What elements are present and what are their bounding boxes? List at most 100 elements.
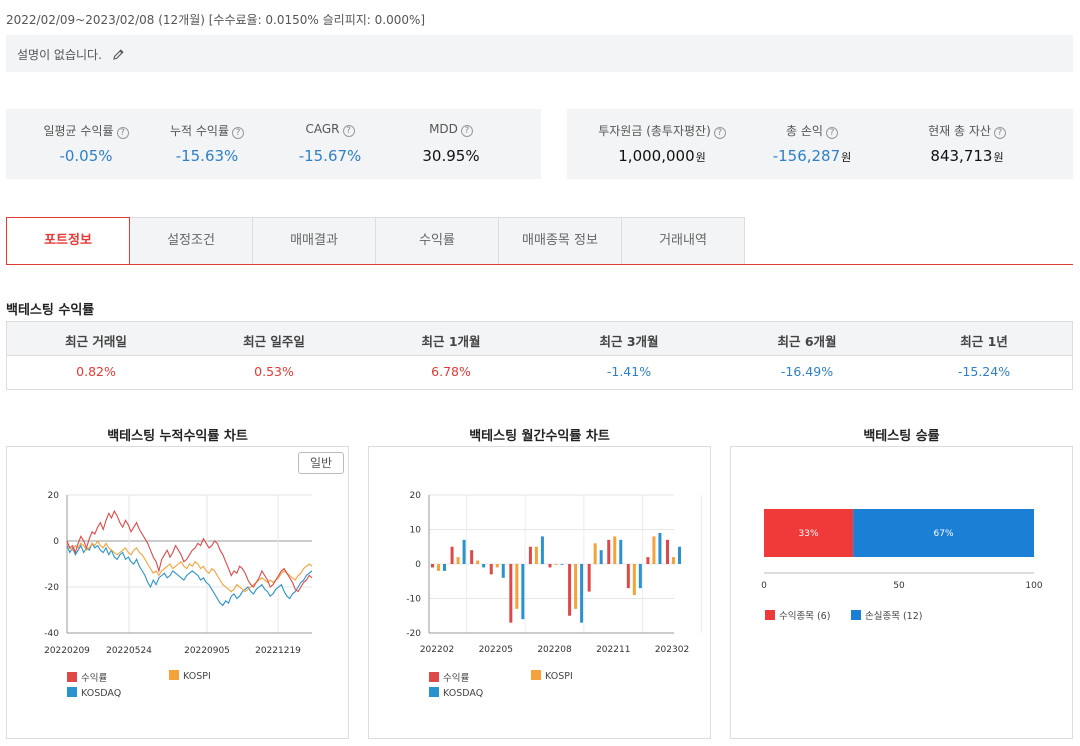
bar-수익률 (626, 564, 630, 589)
legend-item-return: 수익률 (67, 670, 107, 684)
pencil-icon[interactable] (112, 48, 125, 64)
x-tick-label: 20220209 (44, 646, 90, 656)
series-line-수익률 (66, 509, 313, 593)
bar-수익률 (548, 564, 552, 568)
bar-KOSPI (456, 557, 460, 564)
y-tick-label: -10 (406, 595, 421, 605)
x-tick-label: 202302 (655, 645, 689, 655)
tab-underline (6, 264, 1073, 265)
legend-item-kospi: KOSPI (531, 670, 573, 682)
segment-label: 33% (799, 529, 819, 539)
stat-value: -15.67% (298, 147, 362, 165)
monthly-chart-box: 20 10 0 -10 -20 202202 202205 202208 202211 20230… (368, 446, 711, 739)
x-tick-label: 202208 (537, 645, 572, 655)
stat-value: 30.95% (422, 147, 480, 165)
tab-port-info[interactable]: 포트정보 (6, 217, 130, 265)
returns-header-cell: 최근 3개월 (599, 334, 659, 349)
bar-수익률 (666, 539, 669, 564)
stat-label: 현재 총 자산 (928, 124, 991, 138)
y-tick-label: -40 (44, 629, 59, 639)
stat-label: 총 손익 (786, 124, 823, 138)
returns-table-header: 최근 거래일 최근 일주일 최근 1개월 최근 3개월 최근 6개월 최근 1년 (7, 322, 1072, 356)
help-icon[interactable]: ? (713, 127, 726, 139)
stat-daily-return: 일평균 수익률? -0.05% (31, 109, 141, 179)
stat-unit: 원 (695, 151, 706, 164)
series-line-KOSDAQ (66, 542, 313, 607)
bar-수익률 (470, 550, 474, 564)
legend-label: KOSDAQ (81, 688, 122, 699)
legend-swatch (765, 610, 775, 620)
tab-returns[interactable]: 수익률 (376, 217, 499, 265)
scale-toggle-button[interactable]: 일반 (298, 452, 344, 474)
legend-label: 수익종목 (6) (779, 611, 831, 622)
x-tick-label: 202211 (596, 645, 630, 655)
legend-label: 수익률 (443, 673, 470, 684)
bar-수익률 (646, 557, 650, 564)
x-tick-label: 0 (761, 581, 767, 591)
legend-label: KOSDAQ (443, 688, 484, 699)
help-icon[interactable]: ? (825, 127, 838, 139)
legend-swatch (851, 610, 861, 620)
bar-수익률 (450, 546, 454, 564)
stat-total-assets: 현재 총 자산? 843,713원 (897, 109, 1037, 179)
y-tick-label: -20 (44, 583, 59, 593)
bar-KOSPI (593, 543, 597, 564)
stat-value: 843,713 (930, 147, 993, 165)
legend-item-win: 수익종목 (6) (765, 608, 830, 622)
bar-KOSDAQ (443, 564, 446, 571)
legend-item-loss: 손실종목 (12) (851, 608, 922, 622)
help-icon[interactable]: ? (993, 127, 1006, 139)
stats-panel-returns: 일평균 수익률? -0.05% 누적 수익률? -15.63% CAGR? -1… (6, 109, 541, 179)
tab-transaction-history[interactable]: 거래내역 (622, 217, 745, 265)
tab-trade-results[interactable]: 매매결과 (253, 217, 376, 265)
x-tick-label: 202205 (479, 645, 513, 655)
x-tick-label: 50 (893, 581, 905, 591)
stat-label: 누적 수익률 (169, 124, 229, 138)
legend-label: 손실종목 (12) (865, 611, 923, 622)
stat-value: -0.05% (59, 147, 113, 165)
stat-value: 1,000,000 (618, 147, 695, 165)
legend-swatch (169, 670, 179, 680)
x-tick-label: 100 (1025, 581, 1042, 591)
returns-value-cell: -16.49% (780, 364, 834, 379)
win-chart-svg: 33% 67% 0 50 100 (761, 509, 1043, 591)
bar-KOSPI (534, 546, 538, 564)
description: 설명이 없습니다. (17, 46, 125, 64)
bar-수익률 (587, 564, 591, 592)
stat-mdd: MDD? 30.95% (396, 109, 506, 179)
help-icon[interactable]: ? (342, 125, 355, 137)
returns-header-cell: 최근 1개월 (421, 334, 481, 349)
bar-KOSPI (515, 564, 519, 609)
help-icon[interactable]: ? (232, 127, 244, 139)
y-tick-label: -20 (406, 629, 421, 639)
x-tick-label: 20220905 (184, 646, 230, 656)
y-tick-label: 20 (410, 491, 422, 501)
tab-settings[interactable]: 설정조건 (130, 217, 253, 265)
legend-swatch (67, 687, 77, 697)
description-text: 설명이 없습니다. (17, 48, 102, 62)
bar-KOSPI (495, 564, 499, 568)
bar-KOSDAQ (678, 546, 681, 564)
cumulative-chart-box: 일반 20 0 -20 -40 20220209 20220524 20220905 2022… (6, 446, 349, 739)
bar-KOSDAQ (658, 532, 662, 564)
cumulative-chart-title: 백테스팅 누적수익률 차트 (107, 429, 248, 444)
returns-value-cell: 0.53% (254, 364, 294, 379)
stat-label: CAGR (305, 122, 340, 136)
help-icon[interactable]: ? (116, 127, 129, 139)
backtest-period: 2022/02/09~2023/02/08 (12개월) [수수료율: 0.01… (6, 13, 426, 27)
bar-수익률 (568, 564, 572, 616)
returns-table: 최근 거래일 최근 일주일 최근 1개월 최근 3개월 최근 6개월 최근 1년… (6, 321, 1073, 390)
stat-label: 일평균 수익률 (43, 124, 114, 138)
stats-panel-assets: 투자원금 (총투자평잔)? 1,000,000원 총 손익? -156,287원… (567, 109, 1073, 179)
legend-label: KOSPI (183, 671, 211, 682)
bar-수익률 (431, 564, 434, 568)
bar-KOSPI (554, 564, 558, 565)
win-segment (764, 509, 854, 557)
description-box: 설명이 없습니다. (6, 35, 1073, 72)
tab-trade-stock-info[interactable]: 매매종목 정보 (499, 217, 622, 265)
bar-KOSDAQ (599, 550, 603, 564)
help-icon[interactable]: ? (460, 125, 473, 137)
x-tick-label: 202202 (420, 645, 454, 655)
bar-수익률 (509, 564, 513, 623)
stat-label: 투자원금 (총투자평잔) (598, 124, 711, 138)
